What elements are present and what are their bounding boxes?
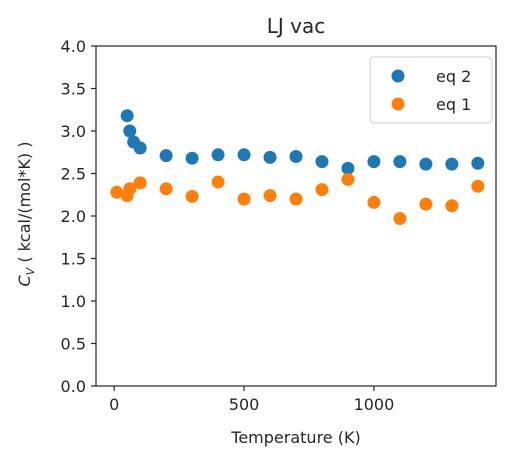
series-1-point-1 [120, 109, 134, 123]
series-2-point-6 [185, 189, 199, 203]
series-2-point-14 [393, 212, 407, 226]
y-tick-label: 4.0 [61, 37, 86, 56]
y-axis-label-symbol: C [15, 274, 34, 286]
legend-marker-2 [391, 97, 405, 111]
chart-title: LJ vac [267, 14, 326, 38]
series-1-point-7 [211, 148, 225, 162]
legend-marker-1 [391, 69, 405, 83]
series-2-point-15 [419, 197, 433, 211]
series-2-point-7 [211, 175, 225, 189]
series-2-point-12 [341, 172, 355, 186]
x-axis-label: Temperature (K) [230, 428, 360, 447]
series-2-point-3 [123, 182, 137, 196]
x-tick-label: 500 [229, 395, 260, 414]
y-axis-label-units: ( kcal/(mol*K) ) [15, 142, 34, 268]
legend-label-1: eq 2 [436, 67, 471, 86]
series-1-point-6 [185, 151, 199, 165]
series-2-point-13 [367, 195, 381, 209]
y-axis-label: CV ( kcal/(mol*K) ) [15, 142, 37, 287]
y-tick-label: 1.0 [61, 292, 86, 311]
series-1-point-15 [419, 157, 433, 171]
y-tick-label: 3.5 [61, 80, 86, 99]
series-1-point-10 [289, 150, 303, 163]
series-2-point-11 [315, 183, 329, 197]
series-1-point-8 [237, 148, 251, 162]
series-1-point-12 [341, 161, 355, 175]
series-1-point-5 [159, 149, 173, 163]
y-tick-label: 1.5 [61, 250, 86, 269]
series-1-point-17 [471, 156, 485, 170]
series-1-point-2 [123, 124, 137, 138]
series-2-point-16 [445, 199, 459, 213]
series-1-point-16 [445, 157, 459, 171]
series-2-point-17 [471, 179, 485, 193]
x-tick-label: 1000 [354, 395, 395, 414]
y-tick-label: 3.0 [61, 122, 86, 141]
x-tick-label: 0 [109, 395, 119, 414]
y-axis-label-subscript: V [24, 266, 37, 275]
legend-label-2: eq 1 [436, 95, 471, 114]
series-2-point-4 [133, 176, 147, 190]
series-1-point-9 [263, 150, 277, 164]
y-tick-label: 0.0 [61, 377, 86, 396]
series-1-point-14 [393, 155, 407, 169]
series-1-point-11 [315, 155, 329, 169]
chart-legend: eq 2 eq 1 [369, 56, 493, 124]
legend-frame [369, 56, 493, 124]
series-2-point-5 [159, 182, 173, 196]
series-1-point-13 [367, 155, 381, 169]
series-2-point-9 [263, 189, 277, 203]
y-tick-label: 2.0 [61, 207, 86, 226]
y-tick-label: 0.5 [61, 335, 86, 354]
series-2-point-1 [110, 185, 124, 199]
series-1-point-4 [133, 141, 147, 155]
series-2-point-10 [289, 192, 303, 206]
y-tick-label: 2.5 [61, 165, 86, 184]
series-2-point-8 [237, 192, 251, 206]
